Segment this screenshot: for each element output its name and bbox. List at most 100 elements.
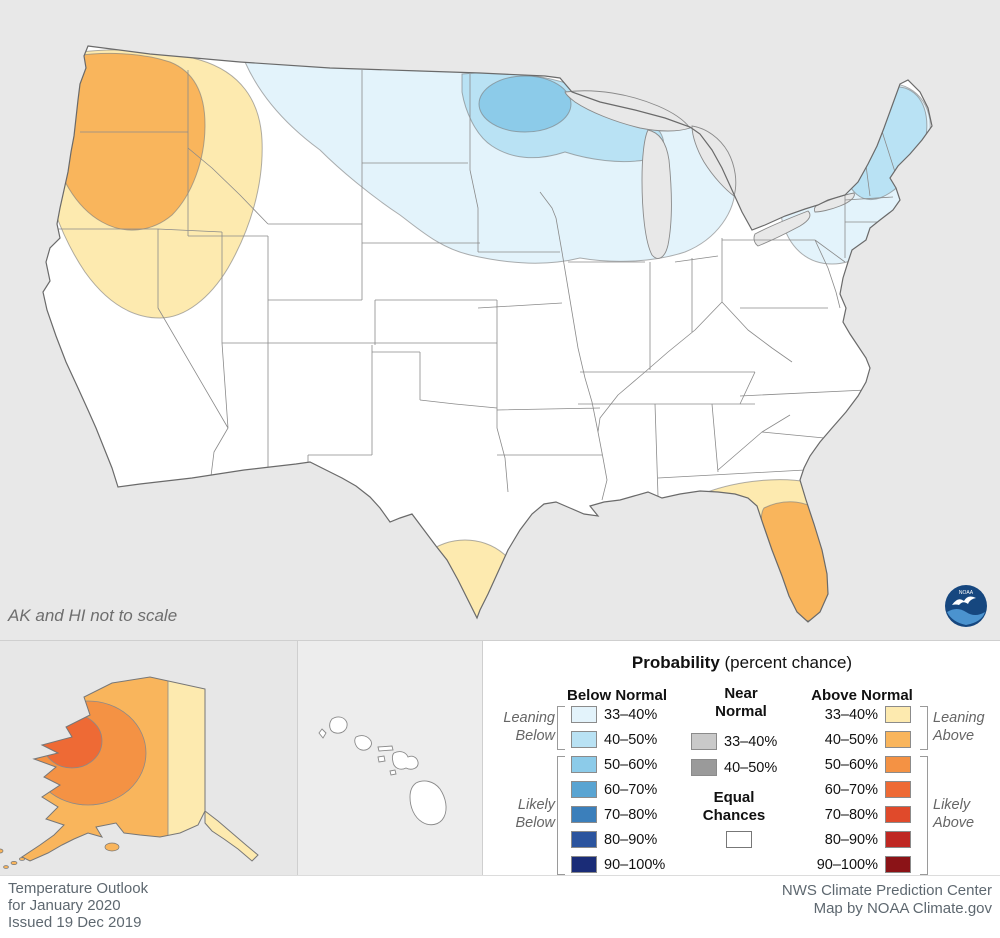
legend-title-bold: Probability <box>631 653 720 672</box>
legend-swatch-equal-chances <box>726 831 752 848</box>
legend-swatch-above-33-40 <box>885 706 911 723</box>
legend-swatch-near-40-50 <box>691 759 717 776</box>
bracket-leaning-above <box>920 706 928 750</box>
bottom-panel: Probability (percent chance) Below Norma… <box>0 640 1000 875</box>
legend-swatch-below-90-100 <box>571 856 597 873</box>
aleutian-islands <box>0 842 120 869</box>
hawaiian-islands <box>318 716 447 826</box>
legend-label: 40–50% <box>724 759 778 776</box>
label-leaning-below: Leaning Below <box>503 710 555 744</box>
conus-map-svg <box>42 45 933 623</box>
legend-row-above-40-50: 40–50% <box>813 731 911 748</box>
footer-title: Temperature Outlook <box>8 880 149 897</box>
legend-swatch-above-90-100 <box>885 856 911 873</box>
island-niihau <box>318 728 327 739</box>
legend-label: 60–70% <box>604 781 658 798</box>
legend-row-above-90-100: 90–100% <box>813 856 911 873</box>
legend-label: 50–60% <box>604 756 658 773</box>
footer-issued: Issued 19 Dec 2019 <box>8 914 142 931</box>
bracket-likely-below <box>557 756 565 875</box>
legend: Probability (percent chance) Below Norma… <box>482 641 1000 875</box>
footer: Temperature Outlook for January 2020 Iss… <box>0 875 1000 938</box>
legend-label: 40–50% <box>824 731 878 748</box>
legend-swatch-below-33-40 <box>571 706 597 723</box>
lake-huron <box>691 125 737 197</box>
legend-label: 60–70% <box>824 781 878 798</box>
legend-label: 90–100% <box>604 856 666 873</box>
island-maui <box>391 751 419 770</box>
legend-swatch-above-80-90 <box>885 831 911 848</box>
legend-title-rest: (percent chance) <box>719 653 853 672</box>
conus-map: AK and HI not to scale NOAA <box>0 0 1000 640</box>
legend-row-below-60-70: 60–70% <box>571 781 657 798</box>
footer-credit: Map by NOAA Climate.gov <box>813 900 992 917</box>
lake-michigan <box>641 129 672 259</box>
noaa-logo-text: NOAA <box>959 590 974 596</box>
noaa-logo: NOAA <box>945 585 987 627</box>
footer-right: NWS Climate Prediction Center Map by NOA… <box>782 882 992 918</box>
legend-row-above-70-80: 70–80% <box>813 806 911 823</box>
scale-note: AK and HI not to scale <box>8 606 178 625</box>
legend-header-near: Near Normal <box>715 685 767 720</box>
legend-label: 70–80% <box>824 806 878 823</box>
lake-erie <box>753 210 811 247</box>
legend-header-below: Below Normal <box>566 687 668 704</box>
noaa-logo-bird-icon <box>952 596 976 605</box>
bracket-likely-above <box>920 756 928 875</box>
island-hawaii <box>409 780 447 826</box>
legend-row-below-40-50: 40–50% <box>571 731 657 748</box>
legend-row-above-60-70: 60–70% <box>813 781 911 798</box>
footer-source: NWS Climate Prediction Center <box>781 882 992 899</box>
legend-swatch-below-80-90 <box>571 831 597 848</box>
region-below-50-60-core <box>478 75 572 133</box>
legend-swatch-below-60-70 <box>571 781 597 798</box>
noaa-logo-wave <box>947 609 985 625</box>
legend-swatch-above-60-70 <box>885 781 911 798</box>
legend-swatch-near-33-40 <box>691 733 717 750</box>
legend-row-below-70-80: 70–80% <box>571 806 657 823</box>
legend-row-above-80-90: 80–90% <box>813 831 911 848</box>
legend-equal-chances-label: Equal Chances <box>702 789 766 824</box>
label-leaning-above: Leaning Above <box>933 710 985 744</box>
island-kauai <box>329 716 348 734</box>
island-oahu <box>354 735 372 751</box>
legend-row-below-33-40: 33–40% <box>571 706 657 723</box>
island-molokai <box>377 745 394 752</box>
label-likely-below: Likely Below <box>515 797 556 831</box>
legend-row-near-40-50: 40–50% <box>691 759 777 776</box>
footer-period: for January 2020 <box>8 897 121 914</box>
alaska-inset <box>0 641 297 875</box>
legend-swatch-below-70-80 <box>571 806 597 823</box>
legend-row-below-50-60: 50–60% <box>571 756 657 773</box>
legend-swatch-below-50-60 <box>571 756 597 773</box>
legend-row-below-90-100: 90–100% <box>571 856 665 873</box>
hawaii-inset <box>297 641 482 875</box>
legend-header-above: Above Normal <box>811 687 913 704</box>
legend-label: 80–90% <box>604 831 658 848</box>
bracket-leaning-below <box>557 706 565 750</box>
legend-title: Probability (percent chance) <box>483 653 1000 673</box>
legend-swatch-above-40-50 <box>885 731 911 748</box>
legend-label: 80–90% <box>824 831 878 848</box>
legend-swatch-above-70-80 <box>885 806 911 823</box>
island-lanai <box>377 755 386 763</box>
legend-label: 33–40% <box>824 706 878 723</box>
legend-label: 33–40% <box>604 706 658 723</box>
legend-row-near-33-40: 33–40% <box>691 733 777 750</box>
legend-label: 40–50% <box>604 731 658 748</box>
hawaii-background <box>298 641 482 875</box>
legend-label: 50–60% <box>824 756 878 773</box>
legend-row-above-50-60: 50–60% <box>813 756 911 773</box>
legend-label: 70–80% <box>604 806 658 823</box>
hawaii-map-svg <box>298 641 482 875</box>
legend-label: 90–100% <box>816 856 878 873</box>
island-kahoolawe <box>389 769 397 776</box>
state-boundaries <box>55 70 896 501</box>
legend-swatch-below-40-50 <box>571 731 597 748</box>
footer-left: Temperature Outlook for January 2020 Iss… <box>8 880 148 931</box>
legend-row-above-33-40: 33–40% <box>813 706 911 723</box>
legend-swatch-above-50-60 <box>885 756 911 773</box>
legend-row-below-80-90: 80–90% <box>571 831 657 848</box>
alaska-map-svg <box>0 641 297 875</box>
